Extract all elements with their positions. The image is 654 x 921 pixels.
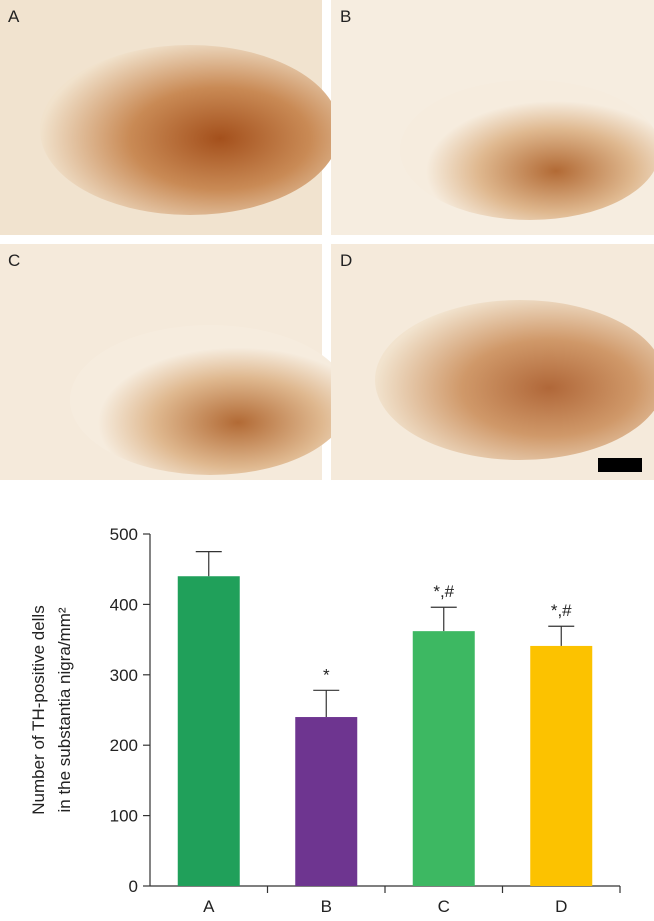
- micrograph-a: [0, 0, 340, 235]
- y-tick-label: 0: [129, 877, 138, 896]
- micrograph-d: [331, 244, 654, 480]
- y-tick-label: 200: [110, 736, 138, 755]
- y-axis-label: Number of TH-positive dells: [29, 605, 48, 814]
- y-tick-label: 400: [110, 595, 138, 614]
- significance-label: *: [323, 665, 330, 684]
- panel-label: C: [8, 251, 20, 270]
- bar: [530, 645, 593, 886]
- bar: [295, 717, 358, 886]
- bar: [177, 576, 240, 886]
- x-tick-label: C: [438, 897, 450, 916]
- panel-label: B: [340, 7, 351, 26]
- y-tick-label: 300: [110, 666, 138, 685]
- bar: [412, 631, 475, 886]
- significance-label: *,#: [433, 582, 454, 601]
- x-tick-label: A: [203, 897, 215, 916]
- x-tick-label: B: [321, 897, 332, 916]
- y-tick-label: 100: [110, 807, 138, 826]
- significance-label: *,#: [551, 601, 572, 620]
- panel-label: A: [8, 7, 20, 26]
- micrograph-b: [331, 0, 654, 235]
- micrograph-c: [0, 244, 350, 480]
- y-axis-label: in the substantia nigra/mm²: [55, 607, 74, 812]
- y-tick-label: 500: [110, 525, 138, 544]
- panel-label: D: [340, 251, 352, 270]
- x-tick-label: D: [555, 897, 567, 916]
- scale-bar: [598, 458, 642, 472]
